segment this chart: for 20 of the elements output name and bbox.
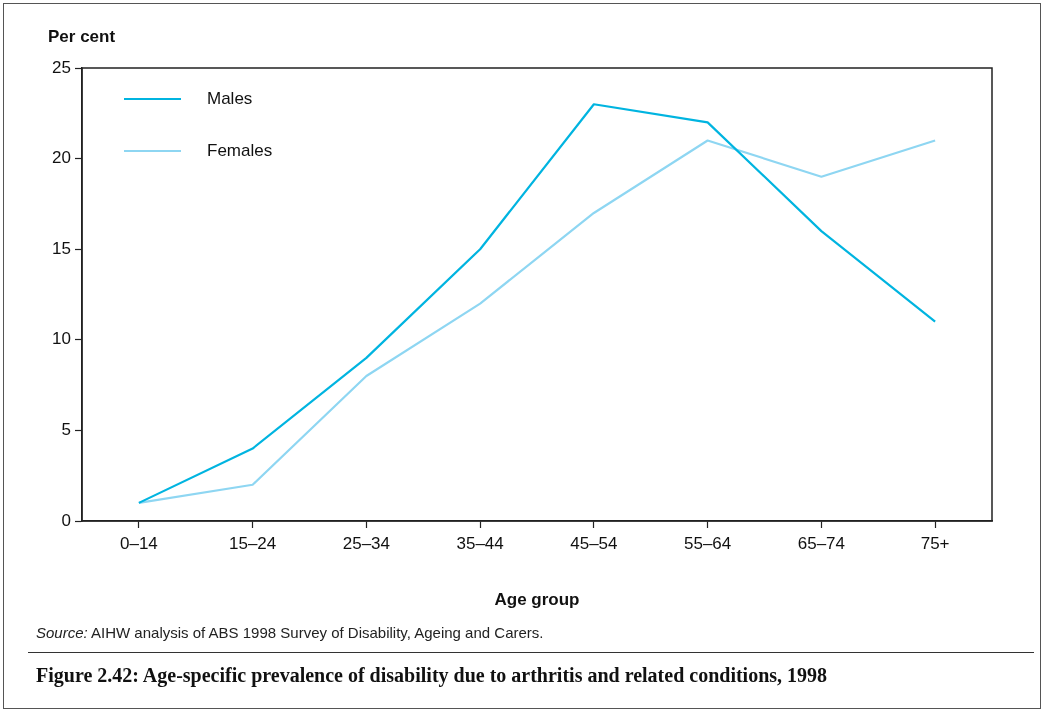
y-tick-label: 10: [52, 329, 71, 349]
x-tick-label: 65–74: [797, 533, 846, 553]
x-tick-label: 25–34: [342, 533, 391, 553]
x-tick-label: 35–44: [456, 533, 504, 553]
x-axis-title: Age group: [494, 589, 580, 609]
x-tick-label: 55–64: [683, 533, 732, 553]
legend-label: Females: [207, 140, 273, 160]
x-tick-label: 15–24: [228, 533, 277, 553]
text: Figure 2.42: Age-specific prevalence of disability due to arthritis and related conditions, 1998: [36, 664, 828, 687]
x-tick-label: 75+: [920, 533, 950, 553]
y-tick-label: 15: [52, 238, 71, 258]
y-tick-label: 5: [61, 420, 71, 440]
y-axis-title: Per cent: [48, 26, 116, 46]
x-tick-label: 0–14: [119, 533, 158, 553]
y-tick-label: 20: [52, 148, 71, 168]
x-tick-label: 45–54: [570, 533, 618, 553]
source-note: Source: AIHW analysis of ABS 1998 Survey of Disability, Ageing and Carers.: [36, 624, 544, 641]
y-tick-label: 0: [61, 510, 71, 530]
y-tick-label: 25: [52, 57, 71, 77]
legend-label: Males: [207, 88, 253, 108]
